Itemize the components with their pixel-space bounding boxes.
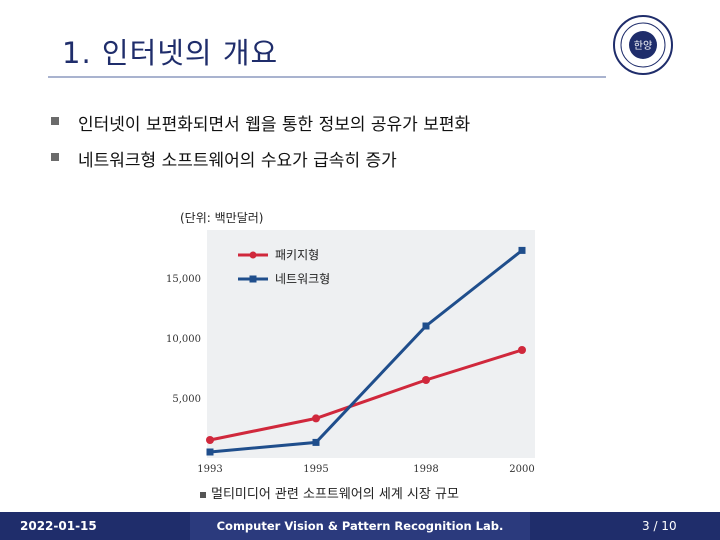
x-tick-label: 1993 xyxy=(197,464,222,472)
data-point xyxy=(312,438,320,446)
y-tick-label: 5,000 xyxy=(172,394,201,405)
x-tick-label: 2000 xyxy=(509,464,534,472)
bullet-text: 네트워크형 소프트웨어의 수요가 급속히 증가 xyxy=(78,151,397,171)
page-number: 3 / 10 xyxy=(642,519,677,533)
series-line xyxy=(209,348,523,442)
y-tick-label: 10,000 xyxy=(166,334,201,345)
caption-text: 멀티미디어 관련 소프트웨어의 세계 시장 규모 xyxy=(211,487,459,502)
legend-marker xyxy=(249,251,257,259)
bullet-square-icon xyxy=(51,153,59,161)
data-point xyxy=(206,436,214,444)
data-point xyxy=(312,414,320,423)
data-point xyxy=(422,322,430,330)
footer-date: 2022-01-15 xyxy=(20,519,97,533)
legend-label: 패키지형 xyxy=(275,248,319,262)
chart-caption: 멀티미디어 관련 소프트웨어의 세계 시장 규모 xyxy=(200,483,459,502)
university-seal-logo: 한양 xyxy=(613,15,673,75)
x-tick-label: 1995 xyxy=(303,464,328,472)
footer-lab-name: Computer Vision & Pattern Recognition La… xyxy=(216,519,504,533)
market-size-line-chart: (단위: 백만달러) 5,000 10,000 15,000 1993 1995 1998 2… xyxy=(166,211,535,472)
y-tick-label: 15,000 xyxy=(166,274,201,285)
data-point xyxy=(206,448,214,456)
footer-bar: 2022-01-15 Computer Vision & Pattern Rec… xyxy=(0,512,720,540)
title-divider xyxy=(48,76,606,78)
x-tick-label: 1998 xyxy=(413,464,438,472)
data-point xyxy=(422,376,430,384)
bullet-square-icon xyxy=(51,117,59,125)
logo-text: 한양 xyxy=(634,40,652,52)
data-point xyxy=(518,246,526,254)
legend-marker xyxy=(249,275,257,283)
plot-area xyxy=(207,230,535,458)
caption-bullet-icon xyxy=(200,491,206,498)
footer-center-panel: Computer Vision & Pattern Recognition La… xyxy=(190,512,530,540)
bullet-text: 인터넷이 보편화되면서 웹을 통한 정보의 공유가 보편화 xyxy=(78,115,471,135)
data-point xyxy=(518,346,526,354)
slide-title: 1. 인터넷의 개요 xyxy=(62,36,279,70)
legend-label: 네트워크형 xyxy=(275,272,330,286)
unit-label: (단위: 백만달러) xyxy=(180,211,263,225)
series-line xyxy=(209,249,523,454)
